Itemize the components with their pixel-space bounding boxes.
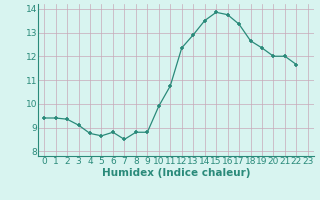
X-axis label: Humidex (Indice chaleur): Humidex (Indice chaleur) bbox=[102, 168, 250, 178]
